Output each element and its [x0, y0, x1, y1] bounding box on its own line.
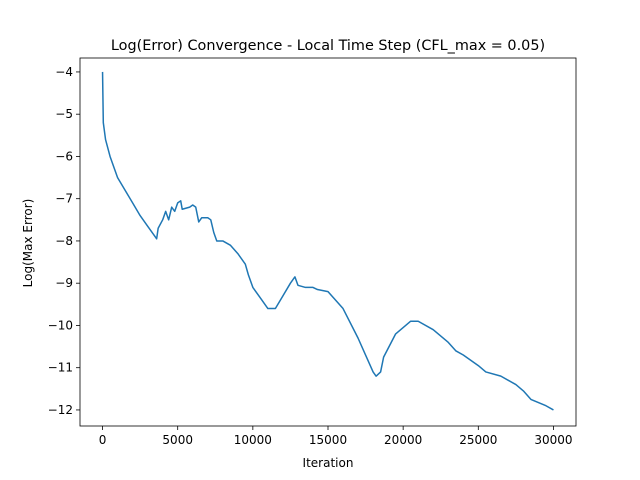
data-line: [101, 71, 554, 411]
x-tick-label: 15000: [309, 433, 347, 447]
y-tick-label: −4: [55, 65, 73, 79]
x-tick-label: 30000: [534, 433, 572, 447]
x-tick-label: 25000: [459, 433, 497, 447]
y-tick-label: −8: [55, 234, 73, 248]
x-tick-label: 0: [99, 433, 107, 447]
y-tick-label: −11: [48, 361, 73, 375]
chart-title: Log(Error) Convergence - Local Time Step…: [111, 38, 545, 54]
y-tick-label: −6: [55, 149, 73, 163]
y-tick-label: −7: [55, 192, 73, 206]
y-tick-label: −10: [48, 318, 73, 332]
y-tick-label: −12: [48, 403, 73, 417]
y-tick-label: −9: [55, 276, 73, 290]
plot-frame: [79, 57, 577, 427]
x-tick-label: 5000: [162, 433, 193, 447]
x-tick-label: 10000: [234, 433, 272, 447]
y-tick-label: −5: [55, 107, 73, 121]
y-axis-label: Log(Max Error): [21, 199, 35, 288]
x-tick-label: 20000: [384, 433, 422, 447]
x-axis-label: Iteration: [303, 456, 354, 470]
